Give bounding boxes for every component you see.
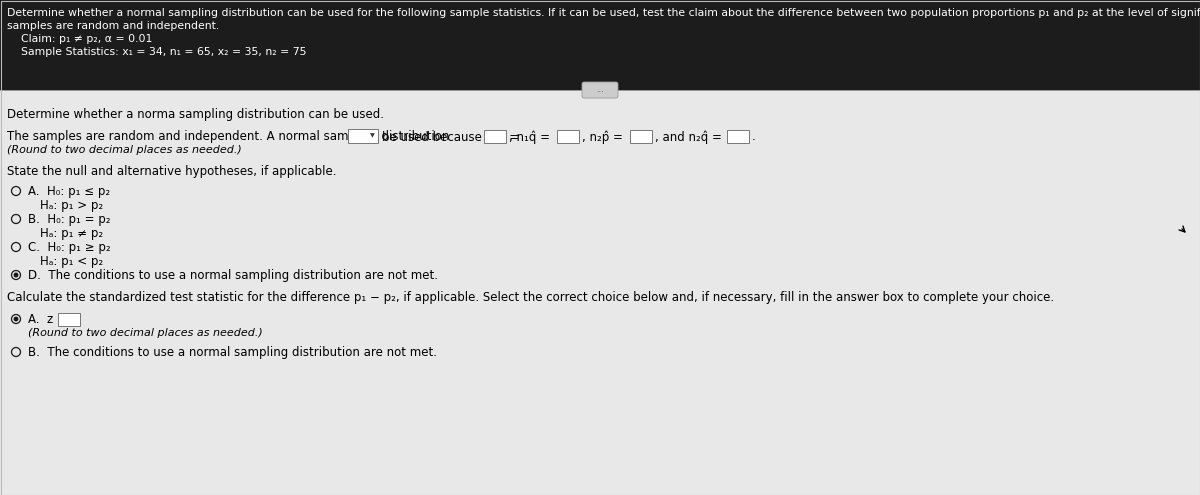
Text: B.  The conditions to use a normal sampling distribution are not met.: B. The conditions to use a normal sampli…: [28, 346, 437, 359]
Text: C.  H₀: p₁ ≥ p₂: C. H₀: p₁ ≥ p₂: [28, 241, 110, 254]
Text: Calculate the standardized test statistic for the difference p₁ − p₂, if applica: Calculate the standardized test statisti…: [7, 291, 1054, 304]
Text: A.  H₀: p₁ ≤ p₂: A. H₀: p₁ ≤ p₂: [28, 185, 110, 198]
Text: .: .: [752, 130, 756, 143]
Text: Determine whether a normal sampling distribution can be used for the following s: Determine whether a normal sampling dist…: [7, 8, 1200, 18]
Text: ...: ...: [596, 86, 604, 95]
Text: B.  H₀: p₁ = p₂: B. H₀: p₁ = p₂: [28, 213, 110, 226]
Text: Claim: p₁ ≠ p₂, α = 0.01: Claim: p₁ ≠ p₂, α = 0.01: [7, 34, 152, 44]
Text: Sample Statistics: x₁ = 34, n₁ = 65, x₂ = 35, n₂ = 75: Sample Statistics: x₁ = 34, n₁ = 65, x₂ …: [7, 47, 306, 57]
Circle shape: [13, 316, 18, 321]
Text: , and n₂q̂ =: , and n₂q̂ =: [655, 130, 722, 144]
FancyBboxPatch shape: [58, 312, 80, 326]
Text: (Round to two decimal places as needed.): (Round to two decimal places as needed.): [7, 145, 241, 155]
Text: Hₐ: p₁ ≠ p₂: Hₐ: p₁ ≠ p₂: [40, 227, 103, 240]
FancyBboxPatch shape: [0, 90, 1200, 495]
Text: samples are random and independent.: samples are random and independent.: [7, 21, 220, 31]
Text: (Round to two decimal places as needed.): (Round to two decimal places as needed.): [28, 328, 263, 338]
Text: Hₐ: p₁ < p₂: Hₐ: p₁ < p₂: [40, 255, 103, 268]
FancyBboxPatch shape: [582, 82, 618, 98]
Text: State the null and alternative hypotheses, if applicable.: State the null and alternative hypothese…: [7, 165, 336, 178]
Text: D.  The conditions to use a normal sampling distribution are not met.: D. The conditions to use a normal sampli…: [28, 269, 438, 282]
FancyBboxPatch shape: [484, 130, 506, 143]
Text: ▼: ▼: [371, 134, 374, 139]
Text: , n₁q̂ =: , n₁q̂ =: [509, 130, 550, 144]
Text: , n₂p̂ =: , n₂p̂ =: [582, 130, 623, 144]
Text: be used because n₁p̂ =: be used because n₁p̂ =: [382, 130, 520, 144]
FancyBboxPatch shape: [348, 129, 378, 143]
FancyBboxPatch shape: [630, 130, 652, 143]
FancyBboxPatch shape: [557, 130, 580, 143]
Text: A.  z =: A. z =: [28, 313, 67, 326]
FancyBboxPatch shape: [727, 130, 749, 143]
Text: Determine whether a norma sampling distribution can be used.: Determine whether a norma sampling distr…: [7, 108, 384, 121]
Circle shape: [13, 273, 18, 278]
Text: Hₐ: p₁ > p₂: Hₐ: p₁ > p₂: [40, 199, 103, 212]
FancyBboxPatch shape: [0, 0, 1200, 90]
Text: The samples are random and independent. A normal sampling distribution: The samples are random and independent. …: [7, 130, 449, 143]
